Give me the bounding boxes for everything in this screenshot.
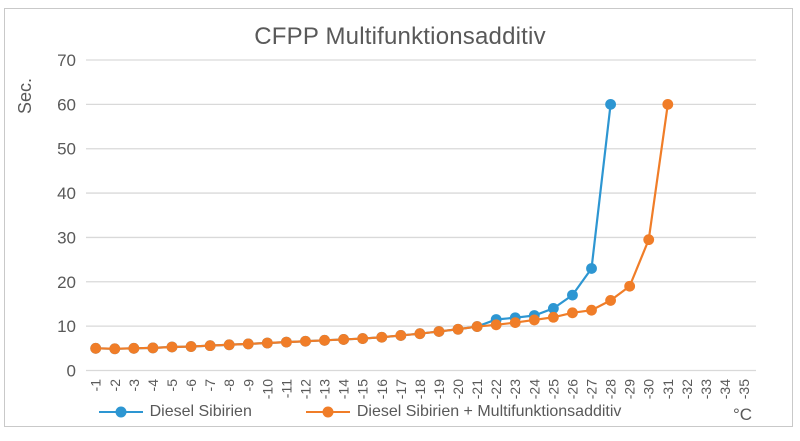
x-axis-tick-label: -19 (431, 379, 447, 399)
x-axis-tick-label: -25 (545, 379, 561, 399)
data-point (147, 342, 159, 354)
data-point (586, 304, 597, 316)
data-point (281, 336, 292, 348)
data-point (605, 295, 616, 306)
x-axis-tick-label: -28 (603, 379, 619, 399)
y-axis-tick-label: 70 (57, 51, 76, 70)
data-point (490, 319, 502, 331)
x-axis-tick-label: -10 (259, 379, 275, 399)
data-point (662, 98, 674, 110)
x-axis-tick-label: -23 (507, 379, 523, 399)
x-axis-tick-label: -2 (107, 379, 123, 392)
x-axis-tick-label: -3 (126, 379, 142, 392)
x-axis-tick-label: -24 (526, 379, 542, 399)
y-axis-tick-label: 30 (57, 228, 76, 247)
data-point (547, 311, 559, 323)
data-point (414, 328, 426, 340)
data-point (395, 330, 407, 341)
data-point (471, 321, 483, 332)
data-point (605, 98, 616, 110)
x-axis-tick-label: -8 (221, 379, 237, 392)
data-point (528, 314, 540, 326)
y-axis-tick-label: 20 (57, 273, 76, 292)
x-axis-tick-label: -16 (374, 379, 390, 399)
data-point (166, 341, 178, 353)
data-point (204, 340, 216, 352)
legend-label: Diesel Sibirien (149, 403, 252, 420)
x-axis-tick-label: -35 (736, 379, 752, 399)
data-point (567, 289, 578, 301)
legend-item-diesel-sibirien: Diesel Sibirien (98, 403, 252, 421)
chart-border (4, 8, 793, 427)
data-point (643, 234, 655, 246)
circle-marker-icon (115, 406, 127, 418)
legend: Diesel Sibirien Diesel Sibirien + Multif… (0, 403, 720, 421)
legend-item-diesel-sibirien-multifunktionsadditiv: Diesel Sibirien + Multifunktionsadditiv (305, 403, 622, 421)
x-axis-tick-label: -22 (488, 379, 504, 399)
series-line-diesel-sibirien-multifunktionsadditiv (95, 104, 669, 350)
x-axis-tick-label: -20 (450, 379, 466, 399)
y-axis-tick-label: 50 (57, 140, 76, 159)
x-axis-tick-label: -14 (336, 379, 352, 399)
x-axis-tick-label: -1 (88, 379, 104, 392)
data-point (300, 335, 311, 347)
data-point (261, 337, 273, 349)
x-axis-tick-label: -7 (202, 379, 218, 392)
x-axis-tick-label: -34 (717, 379, 733, 399)
x-axis-tick-label: -6 (183, 379, 199, 392)
x-axis-tick-label: -29 (622, 379, 638, 399)
x-axis-tick-label: -12 (297, 379, 313, 399)
y-axis-tick-label: 60 (57, 95, 76, 114)
data-point (338, 334, 350, 345)
line-marker-icon (98, 406, 143, 418)
x-axis-tick-label: -11 (278, 379, 294, 398)
x-axis-unit-label: °C (733, 405, 753, 424)
data-point (242, 338, 254, 350)
x-axis-tick-label: -18 (412, 379, 428, 399)
data-point (586, 263, 597, 274)
data-point (452, 323, 464, 335)
y-axis-tick-label: 10 (57, 317, 76, 336)
data-point (567, 307, 578, 319)
data-point (128, 342, 140, 354)
x-axis-tick-label: -9 (240, 379, 256, 392)
data-point (376, 331, 388, 343)
x-axis-tick-label: -27 (584, 379, 600, 399)
data-point (357, 333, 369, 344)
x-axis-tick-label: -15 (355, 379, 371, 399)
legend-label: Diesel Sibirien + Multifunktionsadditiv (356, 403, 622, 420)
x-axis-tick-label: -26 (564, 379, 580, 399)
data-point (185, 341, 197, 352)
chart-title: CFPP Multifunktionsadditiv (254, 23, 546, 50)
x-axis-tick-label: -30 (641, 379, 657, 399)
y-axis-tick-label: 0 (67, 362, 76, 381)
data-point (223, 339, 235, 351)
data-point (624, 280, 636, 292)
data-point (319, 334, 330, 346)
x-axis-tick-label: -5 (164, 379, 180, 392)
y-axis-tick-label: 40 (57, 184, 76, 203)
x-axis-tick-label: -31 (660, 379, 676, 399)
y-axis-title: Sec. (15, 78, 35, 114)
circle-marker-icon (322, 406, 334, 418)
data-point (547, 303, 559, 314)
x-axis-tick-label: -21 (469, 379, 485, 399)
data-point (433, 326, 445, 337)
data-point (90, 342, 102, 354)
line-marker-icon (305, 406, 350, 418)
data-point (509, 317, 521, 328)
x-axis-tick-label: -13 (317, 379, 333, 399)
x-axis-tick-label: -33 (698, 379, 714, 399)
x-axis-tick-label: -32 (679, 379, 695, 399)
data-point (109, 343, 121, 355)
x-axis-tick-label: -17 (393, 379, 409, 399)
x-axis-tick-label: -4 (145, 379, 161, 392)
